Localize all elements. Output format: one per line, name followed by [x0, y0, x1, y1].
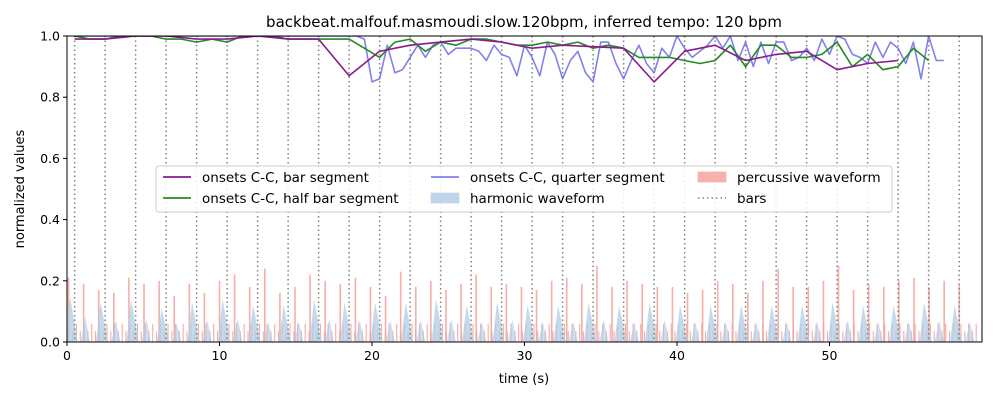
harmonic-peak [217, 299, 231, 342]
harmonic-peak [416, 320, 426, 342]
legend-patch-handle [697, 171, 727, 183]
harmonic-peak [919, 302, 932, 342]
legend-label: harmonic waveform [470, 191, 605, 207]
harmonic-peak [309, 299, 322, 342]
x-tick-label: 0 [63, 348, 71, 363]
harmonic-peak [751, 321, 761, 342]
x-tick-label: 40 [669, 348, 685, 363]
legend-label: onsets C-C, quarter segment [470, 170, 665, 186]
x-axis-label: time (s) [499, 372, 549, 387]
y-tick-label: 0.8 [40, 90, 60, 105]
harmonic-peak [782, 321, 792, 342]
series-line-bar [74, 36, 899, 83]
harmonic-peak [446, 318, 456, 342]
harmonic-peak [202, 320, 212, 342]
harmonic-peak [614, 305, 627, 342]
harmonic-peak [233, 318, 243, 342]
harmonic-peak [660, 320, 670, 342]
harmonic-peak [67, 296, 78, 342]
legend-label: percussive waveform [737, 170, 881, 186]
harmonic-peak [721, 321, 731, 342]
chart-title: backbeat.malfouf.masmoudi.slow.120bpm, i… [266, 13, 782, 31]
y-tick-label: 0.6 [40, 151, 60, 166]
harmonic-peak [278, 305, 292, 342]
harmonic-peak [736, 305, 749, 342]
harmonic-peak [644, 302, 658, 342]
harmonic-peak [339, 302, 353, 342]
harmonic-peak [80, 316, 90, 342]
legend-patch-handle [430, 192, 460, 204]
harmonic-peak [522, 305, 536, 342]
harmonic-peak [95, 302, 109, 342]
harmonic-peak [797, 305, 810, 342]
harmonic-peak [599, 320, 609, 342]
harmonic-peak [827, 302, 841, 342]
harmonic-peak [370, 302, 383, 342]
harmonic-waveform-layer [67, 296, 975, 342]
harmonic-peak [400, 302, 414, 342]
harmonic-peak [141, 318, 151, 342]
harmonic-peak [126, 299, 139, 342]
harmonic-peak [385, 320, 395, 342]
axes: 0 10 20 30 40 50 0.0 0.2 0.4 0.6 0.8 1.0 [40, 29, 983, 363]
harmonic-peak [843, 320, 853, 342]
harmonic-peak [705, 305, 719, 342]
y-tick-label: 0.4 [40, 212, 60, 227]
harmonic-peak [766, 305, 780, 342]
harmonic-peak [477, 321, 487, 342]
harmonic-peak [553, 305, 566, 342]
onset-lines-layer [74, 36, 944, 83]
harmonic-peak [294, 321, 304, 342]
harmonic-peak [461, 305, 475, 342]
harmonic-peak [324, 318, 334, 342]
y-tick-label: 1.0 [40, 29, 60, 44]
harmonic-peak [492, 302, 505, 342]
harmonic-peak [507, 320, 517, 342]
legend: onsets C-C, bar segment onsets C-C, half … [155, 165, 893, 213]
harmonic-peak [263, 321, 273, 342]
y-tick-label: 0.2 [40, 273, 60, 288]
y-tick-label: 0.0 [40, 335, 60, 350]
harmonic-peak [812, 321, 822, 342]
harmonic-peak [888, 305, 902, 342]
harmonic-peak [629, 321, 639, 342]
harmonic-peak [873, 321, 883, 342]
legend-label: onsets C-C, half bar segment [202, 191, 399, 207]
harmonic-peak [248, 305, 261, 342]
harmonic-peak [675, 305, 688, 342]
harmonic-peak [355, 320, 365, 342]
harmonic-peak [690, 321, 700, 342]
harmonic-peak [949, 305, 963, 342]
harmonic-peak [568, 321, 578, 342]
y-axis-label: normalized values [13, 129, 28, 248]
legend-label: onsets C-C, bar segment [202, 170, 369, 186]
harmonic-peak [172, 323, 182, 342]
harmonic-peak [187, 302, 200, 342]
harmonic-peak [583, 302, 597, 342]
harmonic-peak [111, 320, 121, 342]
harmonic-peak [431, 299, 444, 342]
x-tick-label: 20 [364, 348, 380, 363]
harmonic-peak [858, 305, 871, 342]
x-tick-label: 10 [212, 348, 228, 363]
harmonic-peak [904, 321, 914, 342]
harmonic-peak [538, 321, 548, 342]
harmonic-peak [965, 321, 975, 342]
harmonic-peak [934, 320, 944, 342]
legend-label: bars [737, 191, 766, 207]
x-tick-label: 30 [517, 348, 533, 363]
x-tick-label: 50 [822, 348, 838, 363]
